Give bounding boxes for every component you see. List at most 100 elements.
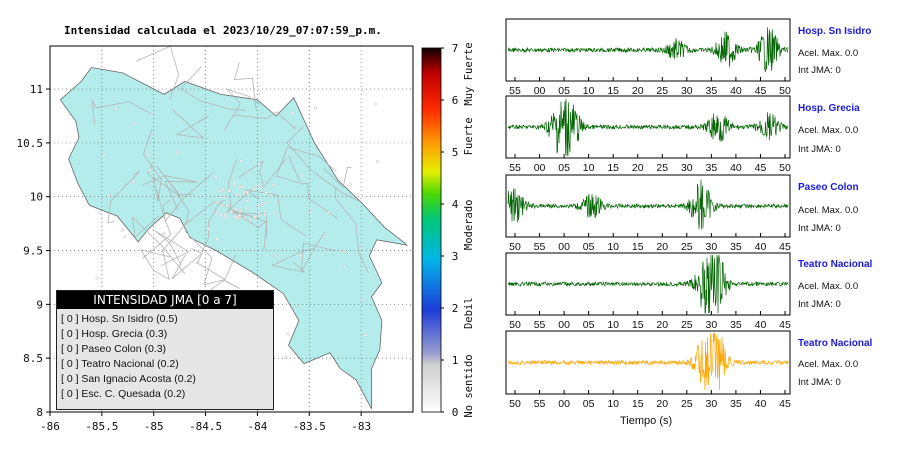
station-acel: Acel. Max. 0.0 [798, 281, 859, 292]
waveform-tick-label: 00 [534, 162, 546, 174]
y-tick-label: 10 [30, 191, 43, 204]
waveform-tick-label: 05 [558, 85, 570, 97]
waveform-tick-label: 15 [607, 85, 619, 97]
waveform-tick-label: 35 [730, 319, 742, 331]
town-marker [252, 214, 257, 218]
town-marker [243, 215, 247, 219]
town-marker [341, 249, 345, 253]
colorbar-tick-label: 1 [452, 354, 459, 367]
colorbar-label: Muy Fuerte [463, 42, 475, 105]
y-tick-label: 11 [30, 83, 43, 96]
waveform-tick-label: 50 [509, 319, 521, 331]
waveform-tick-label: 40 [755, 398, 767, 410]
town-marker [313, 106, 317, 110]
waveform-tick-label: 50 [509, 398, 521, 410]
station-name: Hosp. Grecia [798, 103, 860, 114]
road-line [142, 175, 198, 211]
road-line [271, 247, 314, 273]
town-marker [300, 174, 304, 178]
road-line [276, 146, 337, 184]
waveform-tick-label: 50 [509, 241, 521, 253]
station-name: Teatro Nacional [798, 338, 873, 349]
town-marker [326, 211, 330, 215]
waveform-tick-label: 20 [656, 241, 668, 253]
town-marker [245, 199, 249, 203]
legend-row: [ 0 ] Hosp. Grecia (0.3) [61, 328, 168, 340]
town-marker [343, 264, 347, 269]
station-name: Paseo Colon [798, 182, 859, 193]
town-marker [132, 121, 136, 125]
waveform-tick-label: 45 [755, 85, 767, 97]
waveform-tick-label: 10 [583, 162, 595, 174]
town-marker [375, 160, 379, 164]
town-marker [114, 106, 118, 111]
waveform-tick-label: 10 [607, 398, 619, 410]
waveform-tick-label: 55 [509, 85, 521, 97]
town-marker [214, 175, 218, 179]
y-tick-label: 8.5 [23, 352, 43, 365]
x-tick-label: -86 [40, 420, 60, 433]
waveform-tick-label: 45 [779, 241, 791, 253]
station-int: Int JMA: 0 [798, 223, 841, 234]
town-marker [263, 212, 267, 217]
station-acel: Acel. Max. 0.0 [798, 48, 859, 59]
town-marker [215, 210, 219, 214]
waveform-trace [507, 254, 789, 314]
y-tick-label: 8 [36, 406, 43, 419]
town-marker [175, 150, 179, 154]
town-marker [263, 209, 267, 213]
x-tick-label: -84.5 [189, 420, 222, 433]
colorbar-tick-label: 7 [452, 42, 459, 55]
town-marker [238, 209, 242, 214]
station-int: Int JMA: 0 [798, 144, 841, 155]
road-line [131, 215, 186, 274]
town-marker [306, 179, 311, 183]
legend-row: [ 0 ] San Ignacio Acosta (0.2) [61, 373, 196, 385]
map-title: Intensidad calculada el 2023/10/29_07:07… [64, 24, 382, 37]
waveform-tick-label: 25 [656, 85, 668, 97]
road-line [171, 248, 203, 280]
road-line [238, 157, 287, 189]
station-name: Hosp. Sn Isidro [798, 26, 872, 37]
town-marker [291, 111, 295, 115]
town-marker [264, 191, 268, 195]
town-marker [108, 193, 112, 197]
road-line [162, 172, 214, 223]
waveform-tick-label: 50 [779, 85, 791, 97]
waveform-tick-label: 25 [681, 319, 693, 331]
waveform-tick-label: 55 [534, 241, 546, 253]
town-marker [265, 202, 269, 206]
waveform-tick-label: 40 [755, 241, 767, 253]
colorbar-tick-label: 2 [452, 302, 459, 315]
road-line [180, 66, 246, 111]
road-line [140, 249, 171, 280]
waveform-tick-label: 10 [607, 319, 619, 331]
y-tick-label: 10.5 [17, 137, 44, 150]
waveform-trace [507, 332, 789, 391]
road-line [233, 111, 296, 130]
colorbar-label: Fuerte [463, 117, 475, 155]
station-name: Teatro Nacional [798, 259, 873, 270]
town-marker [360, 297, 364, 301]
town-marker [225, 204, 229, 208]
town-marker [308, 209, 312, 213]
waveform-tick-label: 00 [534, 85, 546, 97]
waveform-tick-label: 35 [730, 241, 742, 253]
road-line [184, 230, 227, 286]
map-frame [49, 45, 414, 413]
waveform-tick-label: 45 [779, 398, 791, 410]
road-line [107, 170, 140, 224]
waveform-tick-label: 25 [681, 241, 693, 253]
waveform-tick-label: 30 [706, 398, 718, 410]
town-marker [260, 186, 264, 190]
waveform-tick-label: 40 [730, 85, 742, 97]
waveform-tick-label: 05 [583, 398, 595, 410]
town-marker [363, 333, 367, 337]
legend-row: [ 0 ] Esc. C. Quesada (0.2) [61, 388, 186, 400]
x-tick-label: -83 [351, 420, 371, 433]
town-marker [123, 235, 127, 239]
waveform-tick-label: 25 [656, 162, 668, 174]
station-acel: Acel. Max. 0.0 [798, 205, 859, 216]
waveform-tick-label: 20 [632, 85, 644, 97]
